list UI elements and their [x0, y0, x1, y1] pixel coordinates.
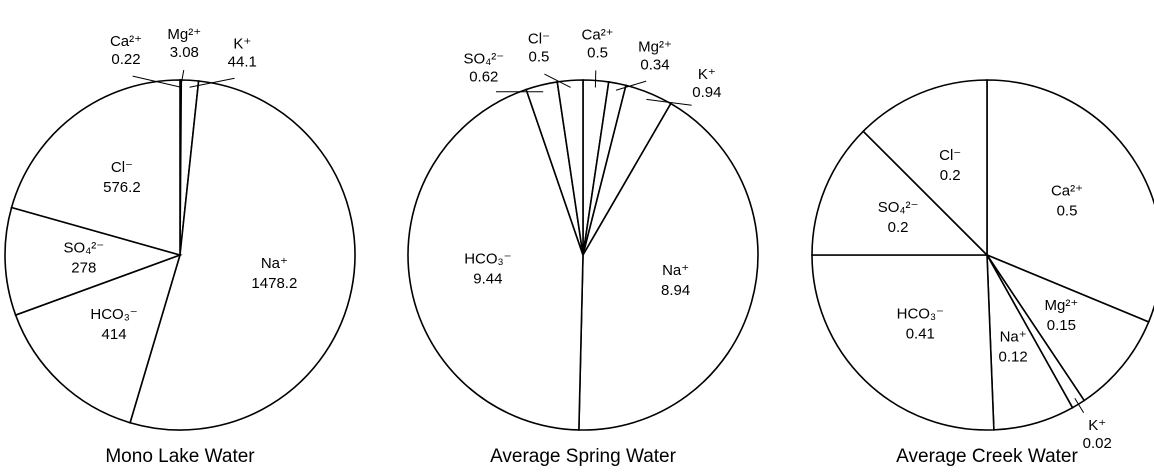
slice-label: Na⁺	[1000, 329, 1027, 346]
slice-label: Mg²⁺	[638, 39, 672, 56]
pie-slice	[986, 79, 1154, 324]
leader-line	[646, 98, 692, 106]
leader-line	[544, 73, 571, 88]
slice-value: 0.15	[1047, 317, 1076, 334]
slice-value: 0.5	[529, 49, 550, 66]
slice-label: Ca²⁺	[582, 26, 614, 43]
pie-slice	[129, 80, 356, 431]
slice-label: HCO₃⁻	[464, 251, 511, 268]
slice-label: Cl⁻	[111, 159, 133, 176]
pie-slice	[14, 253, 182, 424]
chart-title: Average Spring Water	[490, 446, 677, 467]
slice-value: 0.12	[999, 349, 1028, 366]
leader-line	[180, 69, 185, 88]
slice-label: Mg²⁺	[1045, 297, 1079, 314]
slice-label: Cl⁻	[528, 31, 550, 48]
slice-label: K⁺	[233, 35, 251, 52]
slice-value: 0.62	[469, 69, 498, 86]
pie-slice	[4, 206, 183, 317]
slice-value: 8.94	[661, 282, 690, 299]
pie-slice	[811, 254, 995, 431]
slice-value: 0.2	[940, 167, 961, 184]
slice-value: 576.2	[103, 179, 141, 196]
slice-label: SO₄²⁻	[63, 240, 104, 257]
slice-label: Na⁺	[261, 255, 288, 272]
slice-label: HCO₃⁻	[90, 306, 137, 323]
slice-label: Ca²⁺	[1051, 182, 1083, 199]
slice-label: K⁺	[698, 66, 716, 83]
pie-slice	[984, 253, 1150, 402]
slice-label: SO₄²⁻	[463, 51, 504, 68]
slice-value: 0.02	[1083, 435, 1112, 452]
slice-label: Mg²⁺	[167, 26, 201, 43]
slice-value: 0.5	[1057, 202, 1078, 219]
slice-value: 0.2	[888, 219, 909, 236]
slice-label: Ca²⁺	[110, 33, 142, 50]
slice-value: 278	[71, 260, 96, 277]
slice-value: 0.34	[640, 57, 669, 74]
slice-value: 0.41	[906, 325, 935, 342]
slice-label: Cl⁻	[939, 147, 961, 164]
chart-title: Mono Lake Water	[105, 446, 255, 467]
leader-line	[189, 77, 235, 88]
slice-label: Na⁺	[662, 262, 689, 279]
slice-value: 3.08	[170, 44, 199, 61]
slice-value: 9.44	[473, 271, 502, 288]
leader-line	[1074, 397, 1085, 413]
leader-line	[132, 75, 181, 88]
leader-line	[615, 80, 647, 91]
pie-slice	[556, 79, 584, 256]
pie-slice	[407, 88, 584, 431]
pie-slice	[811, 130, 989, 256]
slice-label: HCO₃⁻	[897, 305, 944, 322]
slice-label: SO₄²⁻	[878, 199, 919, 216]
chart-title: Average Creek Water	[896, 446, 1078, 467]
slice-value: 1478.2	[251, 275, 297, 292]
slice-value: 0.5	[587, 44, 608, 61]
pie-slice	[578, 102, 759, 431]
slice-value: 0.94	[692, 84, 721, 101]
pie-slice	[862, 79, 988, 257]
slice-value: 0.22	[111, 51, 140, 68]
slice-value: 44.1	[228, 53, 257, 70]
slice-label: K⁺	[1088, 417, 1106, 434]
slice-value: 414	[102, 326, 127, 343]
